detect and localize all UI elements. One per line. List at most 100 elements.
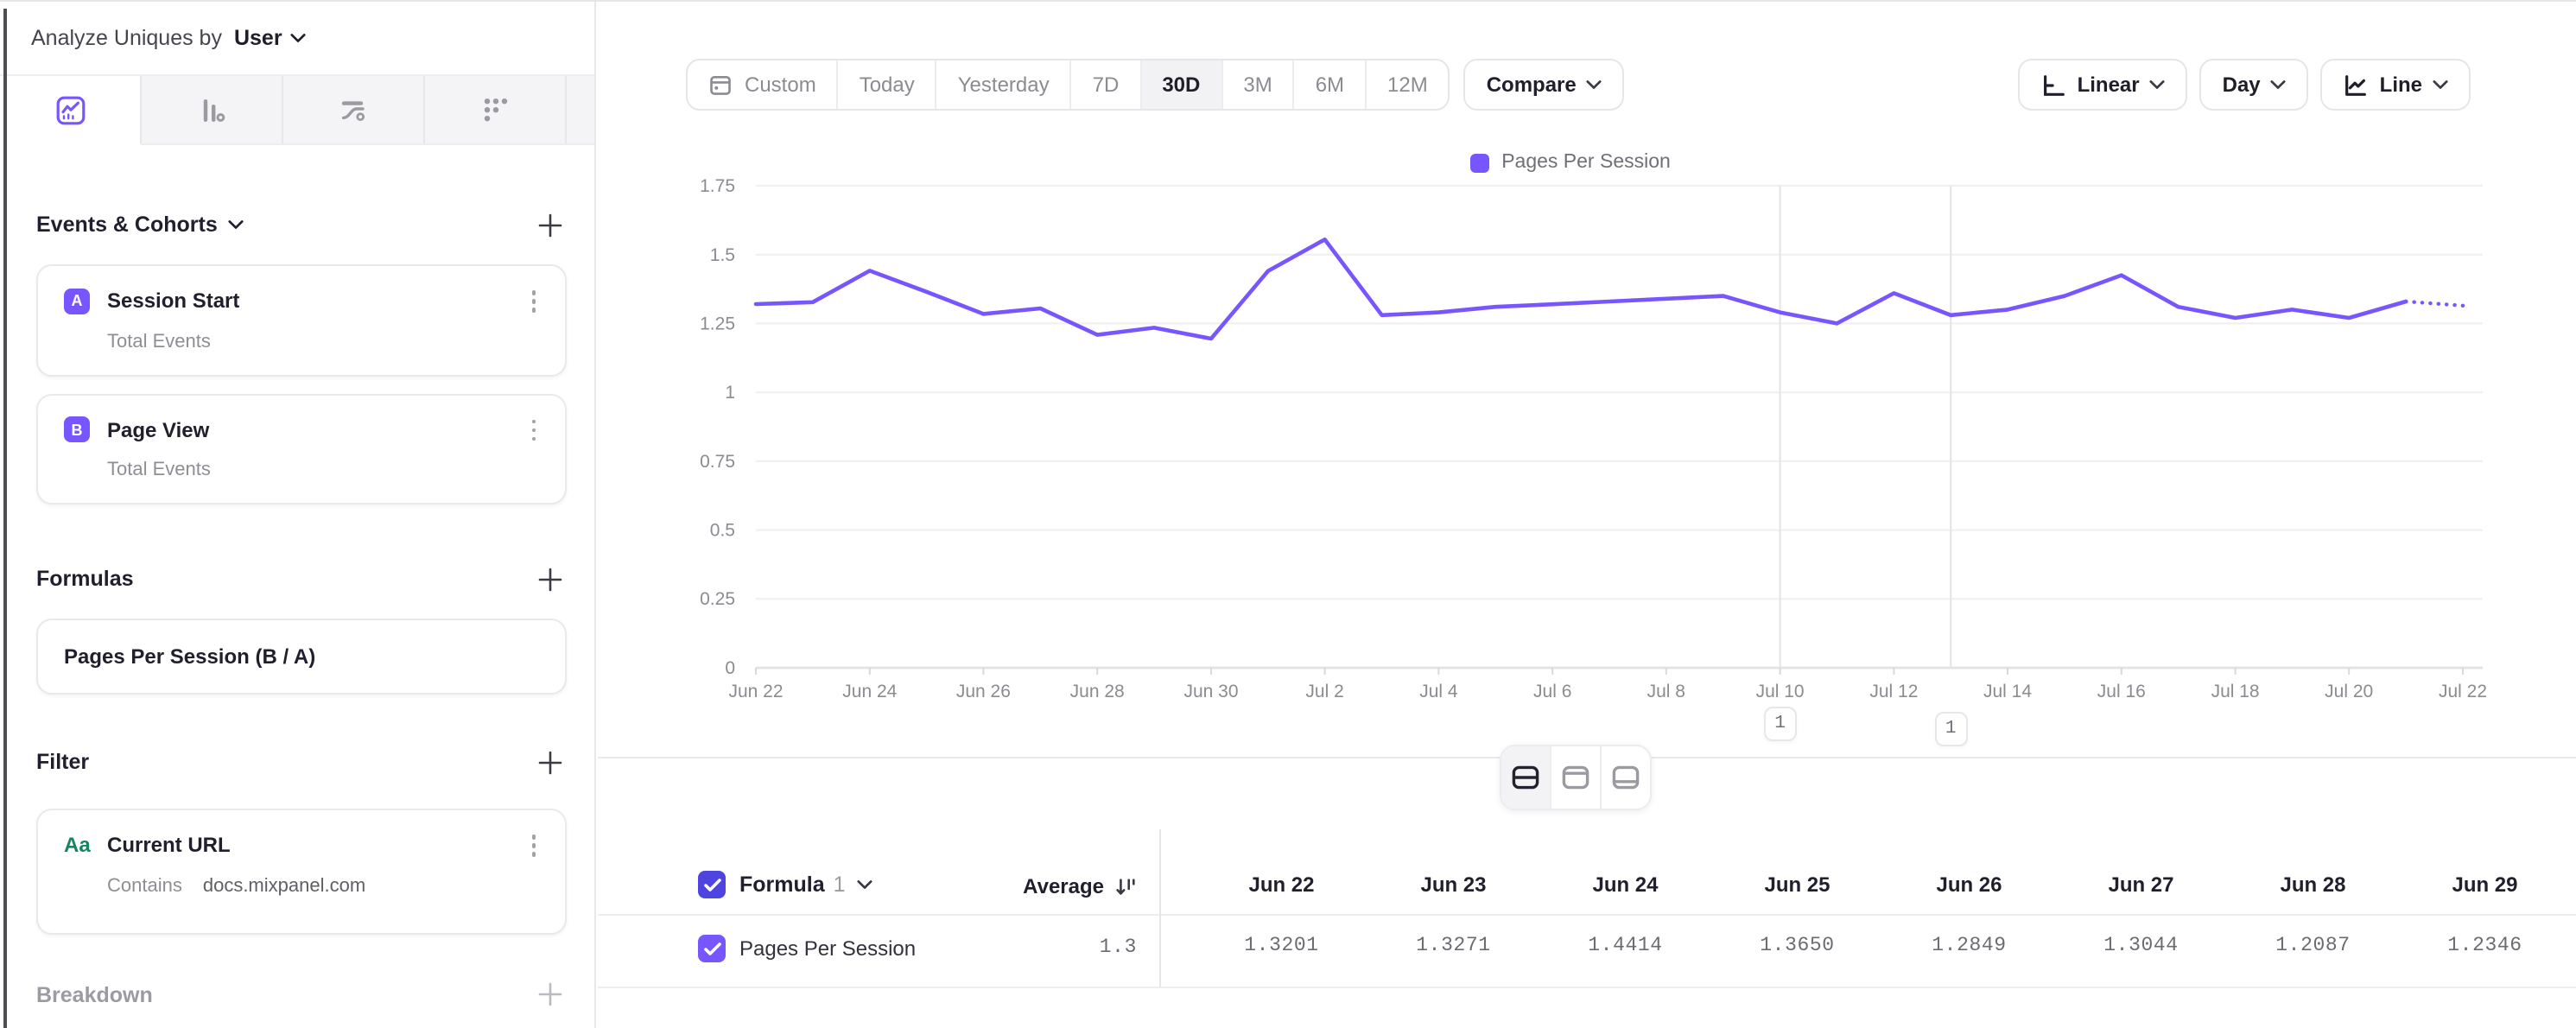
svg-text:Jul 16: Jul 16 bbox=[2097, 682, 2146, 701]
svg-text:Jun 30: Jun 30 bbox=[1183, 682, 1238, 701]
range-3m[interactable]: 3M bbox=[1222, 60, 1295, 109]
range-custom[interactable]: Custom bbox=[688, 60, 839, 109]
table-cell: 1.2849 bbox=[1932, 935, 2007, 957]
chart-toolbar: Custom Today Yesterday 7D 30D 3M 6M 12M Compare… bbox=[598, 59, 2576, 111]
event-badge: B bbox=[64, 416, 90, 443]
table-col-header[interactable]: Jun 27 bbox=[2108, 873, 2174, 897]
tab-bar-chart[interactable] bbox=[142, 76, 283, 143]
breakdown-section-title: Breakdown bbox=[36, 982, 153, 1006]
breakdown-section-header: Breakdown bbox=[36, 977, 567, 1012]
compare-button[interactable]: Compare bbox=[1463, 59, 1625, 111]
add-formula-button[interactable] bbox=[532, 562, 567, 596]
event-menu-button[interactable] bbox=[526, 287, 541, 315]
event-title: Session Start bbox=[107, 289, 240, 314]
chevron-down-icon bbox=[2150, 80, 2166, 89]
chart-display-controls: Linear Day Line bbox=[2018, 59, 2471, 111]
table-col-header[interactable]: Jun 29 bbox=[2452, 873, 2518, 897]
series-row-label: Pages Per Session bbox=[739, 936, 917, 961]
bar-chart-icon bbox=[202, 98, 225, 121]
table-col-header[interactable]: Jun 25 bbox=[1764, 873, 1830, 897]
add-breakdown-button[interactable] bbox=[532, 977, 567, 1012]
table-col-header[interactable]: Jun 28 bbox=[2280, 873, 2346, 897]
filter-operator[interactable]: Contains bbox=[107, 875, 182, 896]
add-filter-button[interactable] bbox=[532, 745, 567, 779]
check-icon bbox=[703, 942, 720, 955]
table-col-header[interactable]: Jun 26 bbox=[1936, 873, 2002, 897]
layout-chart-view-button[interactable] bbox=[1551, 746, 1602, 809]
tab-retention[interactable] bbox=[425, 76, 567, 143]
series-row-checkbox[interactable] bbox=[698, 935, 726, 962]
event-title: Page View bbox=[107, 417, 210, 442]
filter-property: Current URL bbox=[107, 833, 231, 858]
granularity-dropdown[interactable]: Day bbox=[2199, 59, 2309, 111]
select-all-checkbox[interactable] bbox=[698, 871, 726, 898]
chevron-down-icon[interactable] bbox=[228, 219, 244, 230]
event-menu-button[interactable] bbox=[526, 416, 541, 444]
svg-text:Jul 14: Jul 14 bbox=[1983, 682, 2032, 701]
check-icon bbox=[703, 878, 720, 891]
date-range-picker: Custom Today Yesterday 7D 30D 3M 6M 12M bbox=[686, 59, 1450, 111]
table-cell: 1.3201 bbox=[1244, 935, 1319, 957]
line-chart[interactable]: 0 0.25 0.5 0.75 1 1.25 1.5 1.75 Jun 22 Jun 24 Jun … bbox=[598, 2, 2576, 757]
svg-text:1: 1 bbox=[725, 383, 735, 403]
scale-dropdown[interactable]: Linear bbox=[2018, 59, 2188, 111]
average-column-header[interactable]: Average bbox=[909, 874, 1137, 898]
table-col-header[interactable]: Jun 22 bbox=[1248, 873, 1315, 897]
events-section-title: Events & Cohorts bbox=[36, 213, 218, 237]
event-measure[interactable]: Total Events bbox=[107, 331, 211, 352]
event-card-page-view[interactable]: B Page View Total Events bbox=[36, 393, 567, 504]
layout-split-view-button[interactable] bbox=[1501, 746, 1551, 809]
line-chart-icon bbox=[2345, 74, 2367, 95]
range-6m[interactable]: 6M bbox=[1295, 60, 1367, 109]
sort-descending-icon bbox=[1116, 878, 1135, 894]
granularity-label: Day bbox=[2222, 73, 2261, 97]
chart-type-dropdown[interactable]: Line bbox=[2320, 59, 2471, 111]
chart-legend-item[interactable]: Pages Per Session bbox=[598, 152, 2543, 173]
layout-table-view-button[interactable] bbox=[1602, 746, 1650, 809]
tab-insights[interactable] bbox=[0, 76, 142, 145]
chevron-down-icon bbox=[857, 880, 873, 889]
string-property-icon: Aa bbox=[64, 833, 91, 858]
average-value: 1.3 bbox=[1099, 936, 1137, 959]
annotation-badge[interactable]: 1 bbox=[1763, 707, 1797, 741]
analysis-entity-dropdown[interactable]: User bbox=[234, 26, 307, 50]
table-row-separator bbox=[598, 987, 2576, 988]
table-cell: 1.2346 bbox=[2447, 935, 2522, 957]
plus-icon bbox=[537, 750, 562, 774]
table-col-header[interactable]: Jun 23 bbox=[1420, 873, 1487, 897]
filter-card-current-url[interactable]: Aa Current URL Contains docs.mixpanel.co… bbox=[36, 809, 567, 934]
scale-label: Linear bbox=[2077, 73, 2140, 97]
sidebar-body: Events & Cohorts A Session Start Total E… bbox=[0, 207, 594, 1012]
add-event-button[interactable] bbox=[532, 207, 567, 242]
tab-flows[interactable] bbox=[283, 76, 425, 143]
plus-icon bbox=[537, 213, 562, 237]
range-30d[interactable]: 30D bbox=[1141, 60, 1223, 109]
svg-text:0.5: 0.5 bbox=[710, 521, 735, 541]
insights-line-chart-icon bbox=[55, 95, 85, 124]
svg-text:Jul 12: Jul 12 bbox=[1869, 682, 1918, 701]
range-7d[interactable]: 7D bbox=[1072, 60, 1142, 109]
range-12m[interactable]: 12M bbox=[1387, 73, 1428, 97]
table-cell: 1.4414 bbox=[1588, 935, 1663, 957]
chevron-down-icon bbox=[2433, 80, 2448, 89]
svg-text:Jun 26: Jun 26 bbox=[956, 682, 1011, 701]
annotation-badge[interactable]: 1 bbox=[1934, 712, 1968, 746]
entity-value: User bbox=[233, 26, 282, 50]
table-col-header[interactable]: Jun 24 bbox=[1592, 873, 1659, 897]
table-view-icon bbox=[1612, 765, 1640, 790]
window-left-edge bbox=[3, 9, 7, 1028]
plus-icon bbox=[537, 982, 562, 1006]
filter-menu-button[interactable] bbox=[526, 831, 541, 860]
table-date-headers: Jun 22 Jun 23 Jun 24 Jun 25 Jun 26 Jun 27 Jun … bbox=[1196, 873, 2571, 897]
event-badge: A bbox=[64, 288, 90, 314]
filter-value[interactable]: docs.mixpanel.com bbox=[202, 875, 366, 896]
svg-text:Jul 2: Jul 2 bbox=[1305, 682, 1343, 701]
formula-column-dropdown[interactable]: Formula 1 bbox=[739, 873, 873, 897]
event-card-session-start[interactable]: A Session Start Total Events bbox=[36, 264, 567, 376]
formula-card[interactable]: Pages Per Session (B / A) bbox=[36, 619, 567, 695]
event-measure[interactable]: Total Events bbox=[107, 460, 211, 480]
chevron-down-icon bbox=[291, 34, 307, 42]
range-yesterday[interactable]: Yesterday bbox=[937, 60, 1072, 109]
chevron-down-icon bbox=[1587, 80, 1602, 89]
range-today[interactable]: Today bbox=[839, 60, 937, 109]
